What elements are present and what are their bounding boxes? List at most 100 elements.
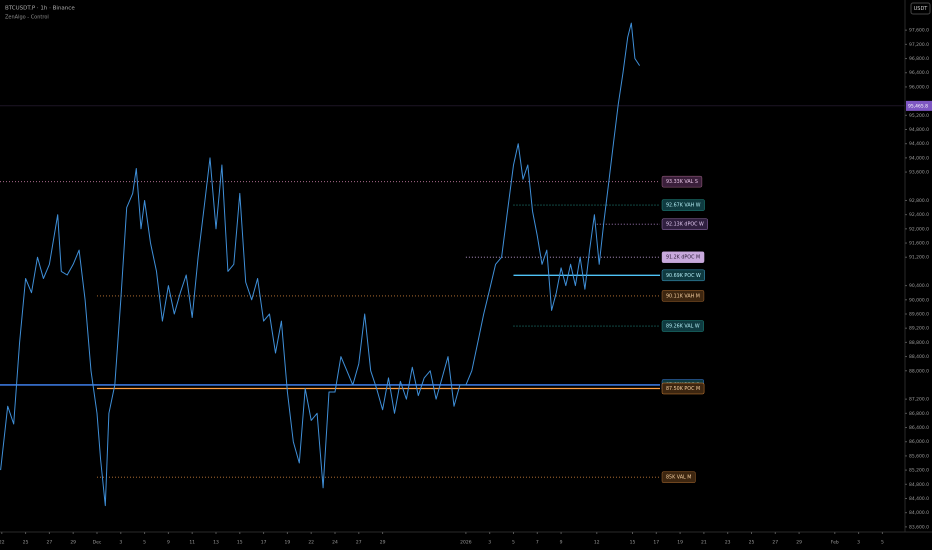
level-label: 87.50K POC M bbox=[666, 386, 700, 392]
y-tick-label: 96,000.0 bbox=[909, 84, 929, 90]
x-tick-label: 17 bbox=[261, 540, 267, 546]
x-tick-label: 15 bbox=[630, 540, 636, 546]
y-tick-label: 84,800.0 bbox=[909, 482, 929, 488]
level-label: 93.33K VAL S bbox=[666, 179, 698, 185]
level-box bbox=[661, 251, 705, 263]
y-tick-label: 88,400.0 bbox=[909, 354, 929, 360]
level-tag: 93.33K VAL S bbox=[661, 175, 703, 188]
x-tick-label: 11 bbox=[189, 540, 195, 546]
level-label: 91.2K dPOC M bbox=[666, 255, 700, 261]
x-tick-label: 29 bbox=[796, 540, 802, 546]
x-tick-label: 2026 bbox=[460, 540, 472, 546]
y-tick-label: 89,600.0 bbox=[909, 311, 929, 317]
level-tag: 91.2K dPOC M bbox=[661, 251, 705, 263]
y-tick-label: 88,000.0 bbox=[909, 368, 929, 374]
y-tick-label: 91,600.0 bbox=[909, 241, 929, 247]
x-tick-label: 3 bbox=[488, 540, 491, 546]
y-tick-label: 95,200.0 bbox=[909, 113, 929, 119]
y-tick-label: 85,200.0 bbox=[909, 468, 929, 474]
currency-box[interactable] bbox=[910, 2, 931, 15]
x-tick-label: 5 bbox=[512, 540, 515, 546]
y-tick-label: 89,200.0 bbox=[909, 326, 929, 332]
x-tick-label: 29 bbox=[380, 540, 386, 546]
level-box bbox=[661, 269, 705, 282]
currency-label[interactable]: USDT bbox=[914, 6, 929, 12]
x-tick-label: 3 bbox=[857, 540, 860, 546]
x-tick-label: 13 bbox=[213, 540, 219, 546]
y-tick-label: 90,000.0 bbox=[909, 297, 929, 303]
x-tick-label: 19 bbox=[285, 540, 291, 546]
chart-title: BTCUSDT.P · 1h · Binance bbox=[5, 6, 75, 12]
y-tick-label: 92,400.0 bbox=[909, 212, 929, 218]
level-tag: 87.50K POC M bbox=[661, 382, 705, 395]
level-tag: 92.67K VAH W bbox=[661, 199, 705, 211]
x-tick-label: 25 bbox=[749, 540, 755, 546]
level-label: 92.13K dPOC W bbox=[666, 222, 704, 228]
level-box bbox=[661, 199, 705, 211]
level-box bbox=[661, 382, 705, 395]
x-tick-label: 5 bbox=[881, 540, 884, 546]
y-tick-label: 86,000.0 bbox=[909, 439, 929, 445]
level-box bbox=[661, 471, 696, 483]
x-tick-label: 27 bbox=[772, 540, 778, 546]
y-tick-label: 86,800.0 bbox=[909, 411, 929, 417]
level-tag: 85K VAL M bbox=[661, 471, 696, 483]
level-box bbox=[661, 218, 708, 230]
y-tick-label: 90,400.0 bbox=[909, 283, 929, 289]
x-tick-label: Feb bbox=[831, 540, 839, 546]
y-tick-label: 94,400.0 bbox=[909, 141, 929, 147]
level-label: 90.11K VAH M bbox=[666, 293, 700, 299]
x-tick-label: 23 bbox=[725, 540, 731, 546]
x-tick-label: 27 bbox=[356, 540, 362, 546]
x-tick-label: 21 bbox=[701, 540, 707, 546]
y-tick-label: 87,200.0 bbox=[909, 397, 929, 403]
level-label: 85K VAL M bbox=[666, 475, 691, 481]
x-tick-label: 24 bbox=[332, 540, 338, 546]
x-tick-label: 9 bbox=[560, 540, 563, 546]
level-tag: 89.26K VAL W bbox=[661, 320, 704, 332]
x-tick-label: 5 bbox=[143, 540, 146, 546]
x-tick-label: 17 bbox=[653, 540, 659, 546]
x-tick-label: 12 bbox=[594, 540, 600, 546]
indicator-name: ZenAlgo - Control bbox=[5, 15, 49, 21]
y-tick-label: 86,400.0 bbox=[909, 425, 929, 431]
level-box bbox=[661, 175, 703, 188]
y-tick-label: 94,800.0 bbox=[909, 127, 929, 133]
y-tick-label: 84,400.0 bbox=[909, 496, 929, 502]
y-tick-label: 96,800.0 bbox=[909, 56, 929, 62]
x-tick-label: Dec bbox=[93, 540, 102, 546]
y-tick-label: 84,000.0 bbox=[909, 510, 929, 516]
price-line bbox=[0, 22, 641, 507]
x-tick-label: 19 bbox=[677, 540, 683, 546]
y-tick-label: 92,000.0 bbox=[909, 226, 929, 232]
y-tick-label: 97,200.0 bbox=[909, 42, 929, 48]
y-tick-label: 97,600.0 bbox=[909, 28, 929, 34]
x-tick-label: 29 bbox=[70, 540, 76, 546]
x-tick-label: 22 bbox=[308, 540, 314, 546]
y-tick-label: 85,600.0 bbox=[909, 453, 929, 459]
y-tick-label: 83,600.0 bbox=[909, 524, 929, 530]
level-tag: 90.11K VAH M bbox=[661, 290, 705, 302]
level-box bbox=[661, 290, 705, 302]
y-tick-label: 91,200.0 bbox=[909, 255, 929, 261]
y-tick-label: 88,800.0 bbox=[909, 340, 929, 346]
level-box bbox=[661, 320, 704, 332]
y-tick-label: 93,600.0 bbox=[909, 170, 929, 176]
level-label: 92.67K VAH W bbox=[666, 203, 701, 209]
x-tick-label: 27 bbox=[47, 540, 53, 546]
level-tag: 90.69K POC W bbox=[661, 269, 705, 282]
current-price-box bbox=[906, 100, 932, 111]
level-tag: 92.13K dPOC W bbox=[661, 218, 708, 230]
x-tick-label: 7 bbox=[536, 540, 539, 546]
x-tick-label: 9 bbox=[167, 540, 170, 546]
y-tick-label: 94,000.0 bbox=[909, 155, 929, 161]
y-tick-label: 92,800.0 bbox=[909, 198, 929, 204]
current-price-label: 95,465.8 bbox=[908, 103, 928, 109]
level-label: 90.69K POC W bbox=[666, 273, 701, 279]
x-tick-label: 22 bbox=[0, 540, 5, 546]
level-label: 89.26K VAL W bbox=[666, 324, 700, 330]
x-tick-label: 3 bbox=[119, 540, 122, 546]
y-tick-label: 96,400.0 bbox=[909, 70, 929, 76]
x-tick-label: 25 bbox=[23, 540, 29, 546]
